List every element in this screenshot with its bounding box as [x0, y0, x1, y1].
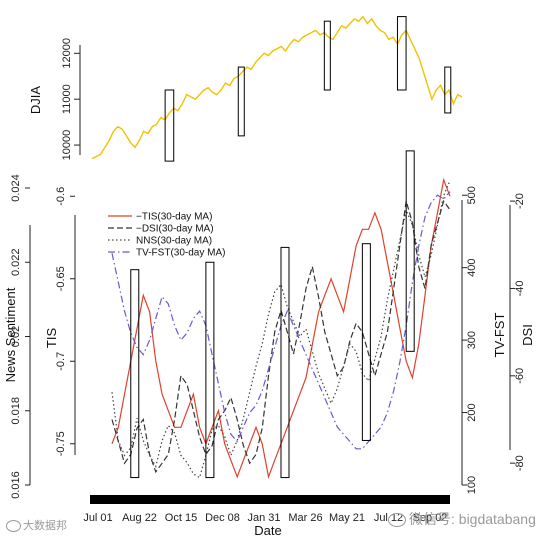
watermark-icon [6, 520, 21, 533]
tv_fst-tick-label: 500 [466, 186, 478, 204]
watermark-logo: 大数据邦 [6, 517, 67, 533]
tv_fst-tick-label: 400 [466, 259, 478, 277]
djia-line [91, 15, 463, 160]
djia-y-tick-label: 12000 [61, 38, 73, 69]
djia-y-tick-label: 10000 [61, 130, 73, 161]
event-window [130, 269, 140, 479]
x-tick-label: Dec 08 [205, 512, 240, 524]
news_sentiment-tick-label: 0.02 [10, 326, 22, 347]
djia-event-window [164, 89, 175, 162]
event-window [280, 246, 290, 479]
event-window [405, 150, 415, 352]
legend-label: TV-FST(30-day MA) [136, 248, 225, 259]
watermark-left-text: 大数据邦 [23, 520, 67, 532]
wechat-icon [388, 513, 406, 528]
dsi-ticks: -80 -60 -40 -20 [510, 193, 526, 471]
tv_fst-tick-label: 200 [466, 403, 478, 421]
tis-tick-label: -0.65 [55, 266, 67, 291]
news-sentiment-ticks: 0.016 0.018 0.02 0.022 0.024 [10, 174, 30, 499]
dsi-tick-label: -40 [514, 281, 526, 297]
djia-y-ticks: 10000 11000 12000 [61, 38, 80, 160]
watermark-wechat: 微信号: bigdatabang [388, 509, 536, 529]
nns-line [111, 180, 451, 479]
x-tick-label: May 21 [329, 512, 365, 524]
x-axis-title: Date [254, 523, 281, 538]
djia-event-window [323, 20, 331, 91]
tis-ticks: -0.75 -0.7 -0.65 -0.6 [55, 187, 75, 456]
x-tick-label: Sep 02 [413, 512, 448, 524]
tv_fst-tick-label: 100 [466, 476, 478, 494]
tv-fst-ticks: 100 200 300 400 500 [462, 186, 478, 494]
tis-tick-label: -0.75 [55, 431, 67, 456]
timeline-bar [90, 495, 450, 504]
news_sentiment-tick-label: 0.018 [10, 397, 22, 425]
tis-tick-label: -0.6 [55, 187, 67, 206]
djia-event-window [396, 16, 407, 91]
event-window [361, 243, 371, 441]
djia-event-windows [164, 16, 452, 162]
x-tick-label: Jul 01 [83, 512, 112, 524]
tis-tick-label: -0.7 [55, 352, 67, 371]
tv-fst-axis-title: TV-FST [492, 313, 507, 358]
dsi-tick-label: -20 [514, 193, 526, 209]
tis-axis-title: TIS [44, 328, 59, 349]
legend-label: −TIS(30-day MA) [136, 212, 212, 223]
djia-y-axis-title: DJIA [28, 86, 43, 115]
dsi-tick-label: -80 [514, 455, 526, 471]
event-window [205, 261, 215, 479]
legend: −TIS(30-day MA)−DSI(30-day MA)NNS(30-day… [108, 212, 225, 259]
news-sentiment-axis-title: News Sentiment [3, 287, 18, 382]
dsi-axis-title: DSI [520, 324, 535, 346]
news_sentiment-tick-label: 0.016 [10, 471, 22, 499]
dsi-tick-label: -60 [514, 368, 526, 384]
djia-event-window [237, 66, 245, 137]
watermark-right-text: 微信号: bigdatabang [409, 511, 536, 527]
x-tick-label: Aug 22 [122, 512, 157, 524]
legend-label: NNS(30-day MA) [136, 236, 212, 247]
news_sentiment-tick-label: 0.024 [10, 174, 22, 202]
x-tick-labels: Jul 01 Aug 22 Oct 15 Dec 08 Jan 31 Mar 26 May … [83, 512, 447, 524]
x-tick-label: Mar 26 [288, 512, 322, 524]
tv_fst-tick-label: 300 [466, 331, 478, 349]
x-tick-label: Oct 15 [165, 512, 197, 524]
legend-label: −DSI(30-day MA) [136, 224, 214, 235]
bottom-event-windows [130, 150, 415, 479]
djia-y-tick-label: 11000 [61, 84, 73, 114]
x-tick-label: Jan 31 [247, 512, 280, 524]
djia-event-window [444, 66, 452, 114]
top-panel: 10000 11000 12000 DJIA [28, 15, 463, 162]
news_sentiment-tick-label: 0.022 [10, 248, 22, 276]
